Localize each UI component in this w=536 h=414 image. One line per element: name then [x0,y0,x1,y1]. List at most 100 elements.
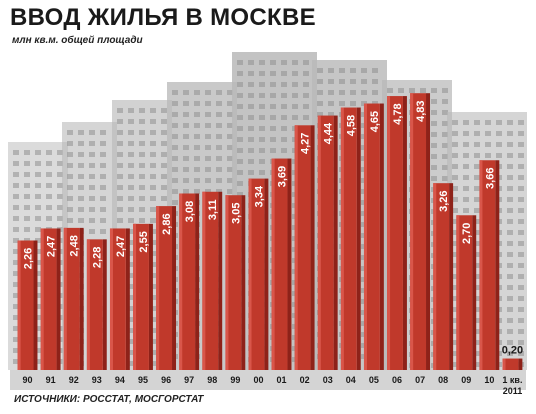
building-window [496,120,502,125]
building-window [248,137,254,142]
building-window [128,196,134,201]
building-window [13,359,19,364]
building-window [100,163,106,168]
building-window [117,185,123,190]
building-window [442,176,448,181]
building-window [183,145,189,150]
building-window [89,207,95,212]
bar-value-label: 2,47 [46,236,58,257]
building-window [303,104,309,109]
x-tick-label: 2011 [503,386,523,396]
building-window [67,218,73,223]
building-window [205,156,211,161]
bar-highlight [109,228,113,370]
building-window [248,170,254,175]
building-window [128,339,134,344]
building-window [452,186,458,191]
building-window [183,156,189,161]
bar-highlight [133,223,137,370]
building-window [161,152,167,157]
building-window [281,104,287,109]
bar-value-label: 3,69 [276,166,288,187]
building-window [183,178,189,183]
building-window [350,79,356,84]
building-window [205,167,211,172]
building-window [507,241,513,246]
building-window [507,285,513,290]
title-backdrop [2,2,532,50]
building-window [194,156,200,161]
building-window [463,164,469,169]
building-window [172,123,178,128]
building-window [431,165,437,170]
building-window [100,152,106,157]
building-window [452,263,458,268]
building-window [496,131,502,136]
building-window [227,134,233,139]
building-window [507,263,513,268]
bar-value-label: 2,26 [22,248,34,269]
building-window [35,304,41,309]
building-window [89,229,95,234]
building-window [259,137,265,142]
building-window [518,285,524,290]
bar [340,107,357,371]
building-window [128,174,134,179]
building-window [78,174,84,179]
building-window [35,293,41,298]
building-window [518,142,524,147]
building-window [183,101,189,106]
x-tick-labels: 90 91 92 93 94 95 96 97 98 99 00 01 02 03 04 05 06 07 08 09… [23,375,523,396]
building-window [350,68,356,73]
building-window [128,273,134,278]
building-window [24,194,30,199]
bar-value-label: 3,11 [207,199,219,220]
building-window [46,194,52,199]
building-window [259,60,265,65]
building-window [518,296,524,301]
building-window [328,112,334,117]
building-window [237,137,243,142]
bar [109,228,126,370]
building-window [67,174,73,179]
building-window [100,141,106,146]
building-window [13,326,19,331]
bar-value-label: 3,05 [230,203,242,224]
building-window [507,175,513,180]
bar-shade [310,125,315,371]
building-window [194,90,200,95]
bar-value-label: 2,48 [69,235,81,256]
bar-value-label: 2,70 [461,223,473,244]
building-window [139,207,145,212]
building-window [183,134,189,139]
building-window [46,183,52,188]
building-window [128,119,134,124]
building-window [387,88,393,93]
building-window [161,130,167,135]
building-window [317,79,323,84]
building-window [474,197,480,202]
building-window [13,304,19,309]
building-window [13,183,19,188]
building-window [292,71,298,76]
building-window [13,260,19,265]
building-window [139,130,145,135]
building-window [139,196,145,201]
building-window [205,112,211,117]
building-window [452,307,458,312]
building-window [463,153,469,158]
building-window [303,71,309,76]
building-window [281,137,287,142]
building-window [78,218,84,223]
building-window [463,197,469,202]
building-window [89,130,95,135]
building-window [117,207,123,212]
bar-shade [125,228,130,370]
bar [410,93,427,370]
building-window [474,164,480,169]
bar-shade [218,191,223,370]
building-window [474,362,480,367]
building-window [518,318,524,323]
building-window [13,194,19,199]
building-window [328,90,334,95]
